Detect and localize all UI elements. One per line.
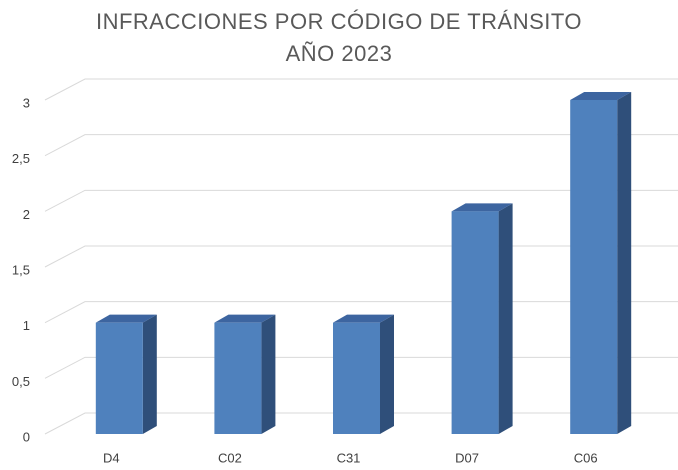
y-tick-label: 1,5 <box>12 262 30 277</box>
bar-front <box>570 100 618 434</box>
bar-front <box>95 322 143 434</box>
bar <box>451 203 513 434</box>
bar-side <box>380 314 394 434</box>
x-tick-label: D4 <box>103 450 120 465</box>
y-tick-label: 1 <box>23 318 30 333</box>
y-tick-label: 0,5 <box>12 374 30 389</box>
bar-side <box>617 92 632 434</box>
bar-top <box>333 314 394 323</box>
grid-line <box>44 189 678 212</box>
grid-line <box>44 78 678 101</box>
bar-side <box>261 314 276 434</box>
bar-side <box>142 314 157 434</box>
x-tick-label: C31 <box>337 450 361 465</box>
bar-top <box>214 314 276 323</box>
bar-side <box>498 203 513 434</box>
bar <box>333 314 394 434</box>
bar-top <box>95 314 157 323</box>
y-tick-label: 3 <box>23 95 30 110</box>
x-tick-label: C02 <box>218 450 242 465</box>
bar-front <box>214 322 262 434</box>
bar <box>95 314 157 434</box>
y-tick-label: 2,5 <box>12 151 30 166</box>
y-tick-label: 2 <box>23 207 30 222</box>
bar-top <box>451 203 513 212</box>
x-tick-label: C06 <box>574 450 598 465</box>
bar-front <box>451 211 499 434</box>
grid-line <box>44 134 678 157</box>
bar-front <box>333 322 380 434</box>
chart-title: INFRACCIONES POR CÓDIGO DE TRÁNSITO AÑO … <box>95 9 583 66</box>
bar <box>570 92 632 434</box>
y-tick-label: 0 <box>23 429 30 444</box>
x-tick-label: D07 <box>455 450 479 465</box>
bar <box>214 314 276 434</box>
bar-top <box>570 92 632 100</box>
